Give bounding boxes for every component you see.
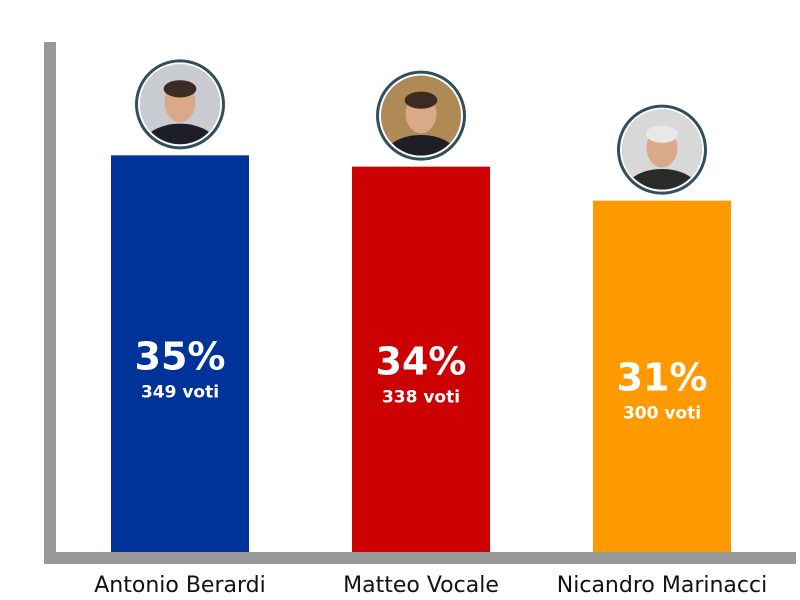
x-tick-label: Nicandro Marinacci [557, 573, 767, 598]
avatar-inner-border [379, 73, 463, 158]
avatar-photo [622, 109, 702, 190]
x-tick-label: Matteo Vocale [343, 573, 499, 598]
avatar-shoulders [625, 169, 699, 190]
candidate-avatar [135, 59, 225, 150]
x-axis [44, 552, 796, 564]
avatar-hair [645, 125, 679, 143]
bar-votes-label: 338 voti [382, 388, 460, 408]
bar-group: 34% 338 voti Matteo Vocale [343, 70, 499, 598]
bar-group: 31% 300 voti Nicandro Marinacci [557, 104, 767, 598]
avatar-hair [404, 91, 438, 109]
bar-value-label: 35% [135, 335, 226, 379]
avatar-hair [163, 80, 197, 98]
bar [111, 155, 249, 553]
avatar-photo [381, 75, 461, 156]
avatar-shoulders [143, 123, 217, 145]
candidate-avatar [617, 104, 707, 195]
bar-group: 35% 349 voti Antonio Berardi [94, 59, 266, 598]
avatar-inner-border [138, 62, 222, 147]
avatar-shoulders [384, 135, 458, 156]
bar-value-label: 34% [376, 340, 467, 384]
avatar-inner-border [620, 107, 704, 192]
axes [44, 42, 796, 564]
y-axis [44, 42, 56, 564]
avatar-photo [140, 64, 220, 145]
x-tick-label: Antonio Berardi [94, 573, 265, 598]
bar-votes-label: 300 voti [623, 403, 701, 423]
bar-votes-label: 349 voti [141, 383, 219, 403]
bar [352, 166, 490, 552]
candidate-avatar [376, 70, 466, 161]
bars: 35% 349 voti Antonio Berardi 34% 338 voti Mat… [94, 59, 767, 598]
bar-value-label: 31% [617, 355, 708, 399]
bar [593, 200, 731, 552]
